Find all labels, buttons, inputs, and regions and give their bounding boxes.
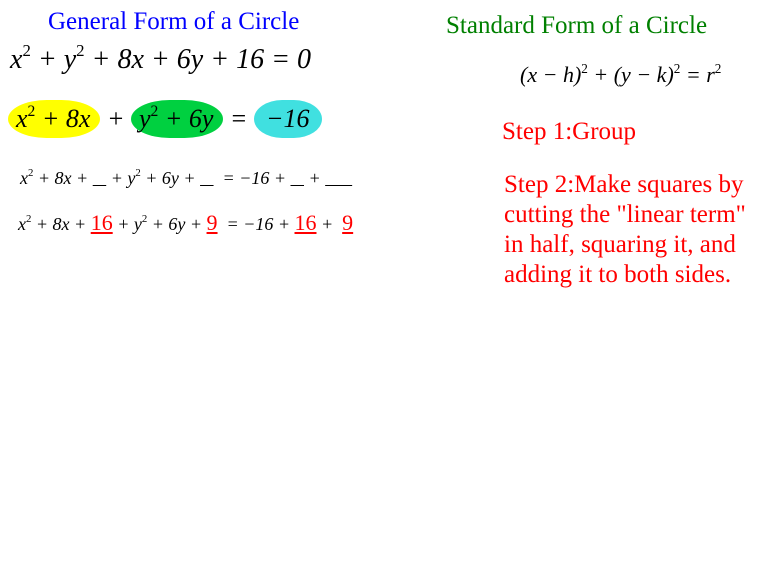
general-form-title: General Form of a Circle bbox=[48, 8, 299, 36]
standard-equation: (x − h)2 + (y − k)2 = r2 bbox=[520, 62, 721, 88]
grouped-equation: x2 + 8x + y2 + 6y = −16 bbox=[8, 100, 322, 138]
rhs-highlight: −16 bbox=[254, 100, 322, 138]
fill-16b: 16 bbox=[295, 210, 317, 235]
eq1-text: x2 + y2 + 8x + 6y + 16 = 0 bbox=[10, 44, 311, 75]
filled-equation: x2 + 8x + 16 + y2 + 6y + 9 = −16 + 16 + … bbox=[18, 210, 362, 236]
fill-16a: 16 bbox=[91, 210, 113, 235]
blanks-equation: x2 + 8x + + y2 + 6y + = −16 + + bbox=[20, 168, 352, 189]
standard-form-title: Standard Form of a Circle bbox=[446, 12, 707, 40]
fill-9b: 9 bbox=[342, 210, 353, 235]
equals-1: = bbox=[230, 104, 248, 133]
step-1-text: Step 1:Group bbox=[502, 118, 636, 146]
step-2-text: Step 2:Make squares by cutting the "line… bbox=[504, 170, 764, 290]
fill-9a: 9 bbox=[207, 210, 218, 235]
general-equation: x2 + y2 + 8x + 6y + 16 = 0 bbox=[10, 44, 311, 76]
group-y-highlight: y2 + 6y bbox=[131, 100, 223, 138]
group-x-highlight: x2 + 8x bbox=[8, 100, 100, 138]
plus-1: + bbox=[107, 104, 125, 133]
